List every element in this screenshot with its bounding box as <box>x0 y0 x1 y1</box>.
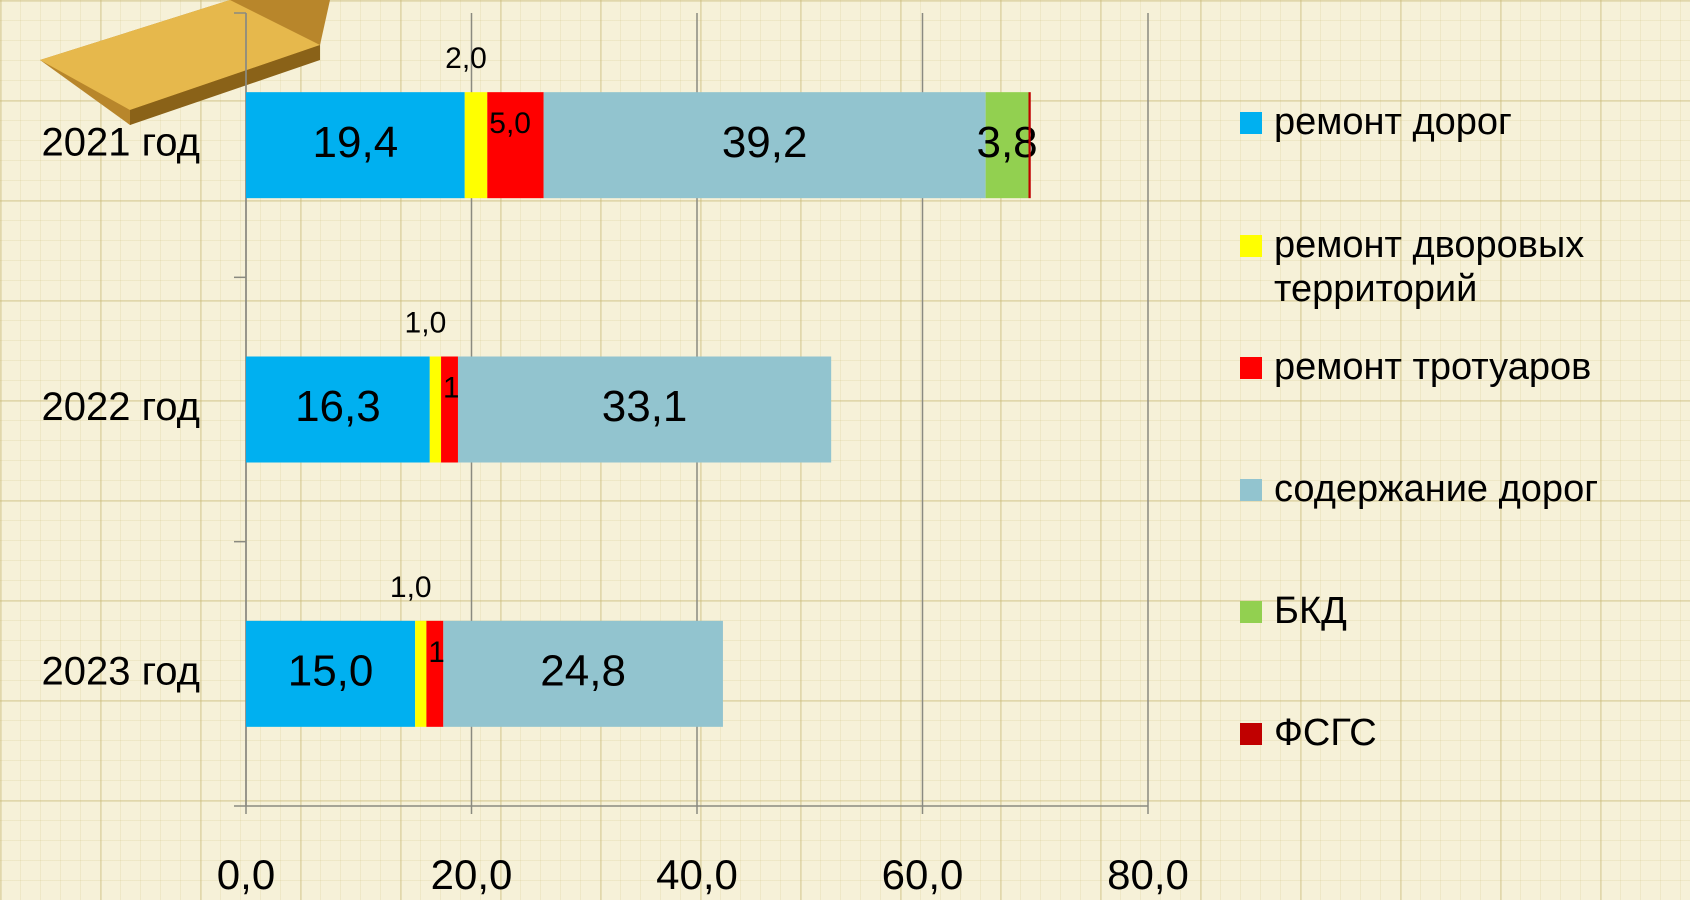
legend-label: ремонт тротуаров <box>1274 346 1592 388</box>
x-tick-label: 0,0 <box>217 851 275 898</box>
bar-segment <box>426 620 444 727</box>
data-label: 1,0 <box>405 306 447 339</box>
data-label: 15,0 <box>288 646 374 695</box>
bar-segment <box>464 92 488 199</box>
y-tick-label: 2022 год <box>41 385 200 429</box>
legend-label: ФСГС <box>1274 712 1377 754</box>
x-tick-label: 60,0 <box>882 851 964 898</box>
x-tick-label: 20,0 <box>431 851 513 898</box>
legend-item: ремонт тротуаров <box>1240 345 1674 389</box>
bar-segment <box>543 92 986 199</box>
legend-item: ремонт дворовых территорий <box>1240 223 1674 311</box>
legend-swatch <box>1240 235 1262 257</box>
bar-segment <box>985 92 1029 199</box>
gold-bar-icon <box>40 0 330 125</box>
legend-swatch <box>1240 357 1262 379</box>
bar-segment <box>487 92 544 199</box>
legend-item: содержание дорог <box>1240 467 1674 511</box>
data-label: 1,0 <box>390 571 432 604</box>
data-label: 19,4 <box>313 118 399 167</box>
legend-label: БКД <box>1274 590 1347 632</box>
data-label: 33,1 <box>602 382 688 431</box>
legend-label: содержание дорог <box>1274 468 1599 510</box>
legend-label: ремонт дорог <box>1274 101 1512 143</box>
x-tick-label: 80,0 <box>1107 851 1189 898</box>
data-label: 16,3 <box>295 382 381 431</box>
bar-segment <box>415 620 427 727</box>
bar-segment <box>246 92 465 199</box>
bar-segment <box>246 356 430 463</box>
bar-segment <box>443 620 723 727</box>
y-tick-label: 2021 год <box>41 121 200 165</box>
legend-swatch <box>1240 479 1262 501</box>
legend-item: ремонт дорог <box>1240 100 1674 144</box>
data-label: 2,0 <box>445 42 487 75</box>
bar-segment <box>1028 92 1031 199</box>
legend-item: БКД <box>1240 589 1674 633</box>
y-tick-label: 2023 год <box>41 649 200 693</box>
data-label: 39,2 <box>722 118 808 167</box>
data-label: 5,0 <box>489 107 531 140</box>
x-tick-label: 40,0 <box>656 851 738 898</box>
bar-segment <box>457 356 832 463</box>
bar-segment <box>441 356 458 463</box>
legend-swatch <box>1240 112 1262 134</box>
legend-swatch <box>1240 723 1262 745</box>
data-label: 3,8 <box>976 118 1037 167</box>
data-label: 24,8 <box>540 646 626 695</box>
legend-item: ФСГС <box>1240 711 1674 755</box>
bar-segment <box>429 356 442 463</box>
legend-swatch <box>1240 601 1262 623</box>
legend-label: ремонт дворовых территорий <box>1274 224 1585 310</box>
bar-segment <box>246 620 416 727</box>
